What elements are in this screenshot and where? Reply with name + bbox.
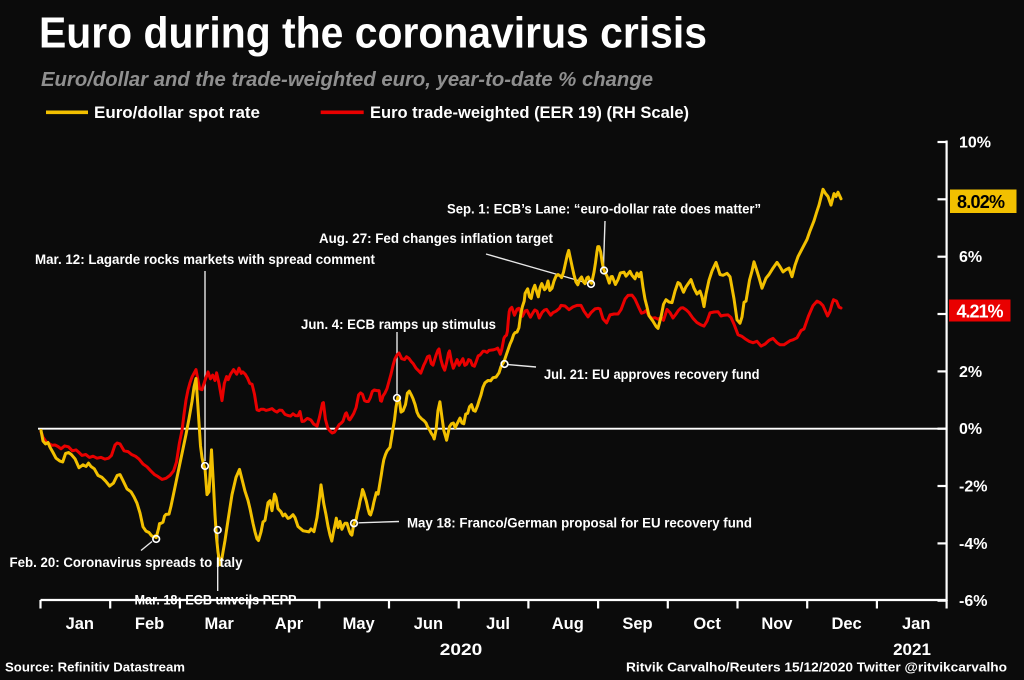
svg-text:-4%: -4%: [959, 536, 987, 553]
svg-text:-2%: -2%: [959, 479, 987, 496]
svg-text:May: May: [343, 615, 376, 633]
svg-text:Aug. 27: Fed changes inflation: Aug. 27: Fed changes inflation target: [319, 231, 553, 246]
svg-text:10%: 10%: [959, 135, 991, 152]
svg-text:Euro during the coronavirus cr: Euro during the coronavirus crisis: [39, 9, 707, 58]
svg-text:2020: 2020: [440, 640, 483, 659]
svg-text:4.21%: 4.21%: [957, 302, 1004, 322]
svg-text:2021: 2021: [893, 640, 931, 659]
svg-text:May 18: Franco/German proposal: May 18: Franco/German proposal for EU re…: [407, 516, 752, 531]
svg-text:-6%: -6%: [959, 593, 987, 610]
svg-text:Euro/dollar spot rate: Euro/dollar spot rate: [94, 104, 260, 122]
svg-text:Jul. 21: EU approves recovery: Jul. 21: EU approves recovery fund: [544, 367, 760, 382]
svg-text:0%: 0%: [959, 421, 982, 438]
svg-text:Mar. 12: Lagarde rocks markets: Mar. 12: Lagarde rocks markets with spre…: [35, 252, 375, 267]
svg-text:Apr: Apr: [275, 615, 304, 633]
svg-text:Jan: Jan: [66, 615, 94, 633]
svg-text:8.02%: 8.02%: [957, 192, 1005, 212]
svg-text:Oct: Oct: [693, 615, 721, 633]
svg-text:Ritvik Carvalho/Reuters 15/12/: Ritvik Carvalho/Reuters 15/12/2020 Twitt…: [626, 660, 1007, 675]
svg-text:Mar: Mar: [205, 615, 235, 633]
svg-text:Nov: Nov: [761, 615, 793, 633]
svg-text:6%: 6%: [959, 249, 982, 266]
svg-text:Jul: Jul: [486, 615, 510, 633]
svg-text:Sep. 1: ECB’s Lane: “euro-doll: Sep. 1: ECB’s Lane: “euro-dollar rate do…: [447, 202, 761, 217]
svg-text:2%: 2%: [959, 364, 982, 381]
svg-text:Feb: Feb: [135, 615, 164, 633]
svg-text:Euro trade-weighted (EER 19) (: Euro trade-weighted (EER 19) (RH Scale): [370, 104, 689, 122]
svg-text:Euro/dollar and the trade-weig: Euro/dollar and the trade-weighted euro,…: [41, 69, 653, 91]
svg-text:Aug: Aug: [552, 615, 584, 633]
svg-text:Mar. 18: ECB unveils PEPP: Mar. 18: ECB unveils PEPP: [135, 593, 297, 608]
svg-text:Feb. 20: Coronavirus spreads t: Feb. 20: Coronavirus spreads to Italy: [10, 555, 243, 570]
svg-text:Jan: Jan: [902, 615, 930, 633]
svg-text:Jun. 4: ECB ramps up stimulus: Jun. 4: ECB ramps up stimulus: [301, 317, 496, 332]
svg-text:Source: Refinitiv Datastream: Source: Refinitiv Datastream: [5, 660, 185, 675]
svg-text:Dec: Dec: [831, 615, 861, 633]
svg-text:Sep: Sep: [622, 615, 652, 633]
svg-text:Jun: Jun: [414, 615, 443, 633]
